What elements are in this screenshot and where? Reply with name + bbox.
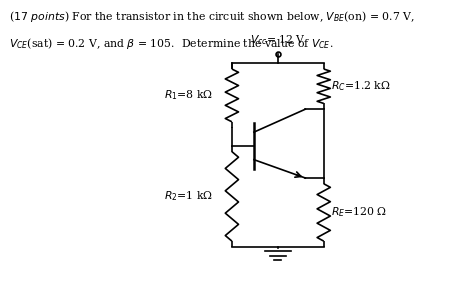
Text: $R_2$=1 kΩ: $R_2$=1 kΩ — [164, 190, 213, 203]
Text: $V_{CE}$(sat) = 0.2 V, and $\beta$ = 105.  Determine the value of $V_{CE}$.: $V_{CE}$(sat) = 0.2 V, and $\beta$ = 105… — [9, 36, 334, 51]
Text: $R_C$=1.2 kΩ: $R_C$=1.2 kΩ — [331, 79, 391, 93]
Text: $V_{cc}$= 12 V: $V_{cc}$= 12 V — [250, 33, 306, 47]
Text: ($\it{17\ points}$) For the transistor in the circuit shown below, $V_{BE}$(on) : ($\it{17\ points}$) For the transistor i… — [9, 9, 415, 24]
Text: $R_E$=120 Ω: $R_E$=120 Ω — [331, 206, 387, 219]
Text: $R_1$=8 kΩ: $R_1$=8 kΩ — [164, 89, 213, 102]
